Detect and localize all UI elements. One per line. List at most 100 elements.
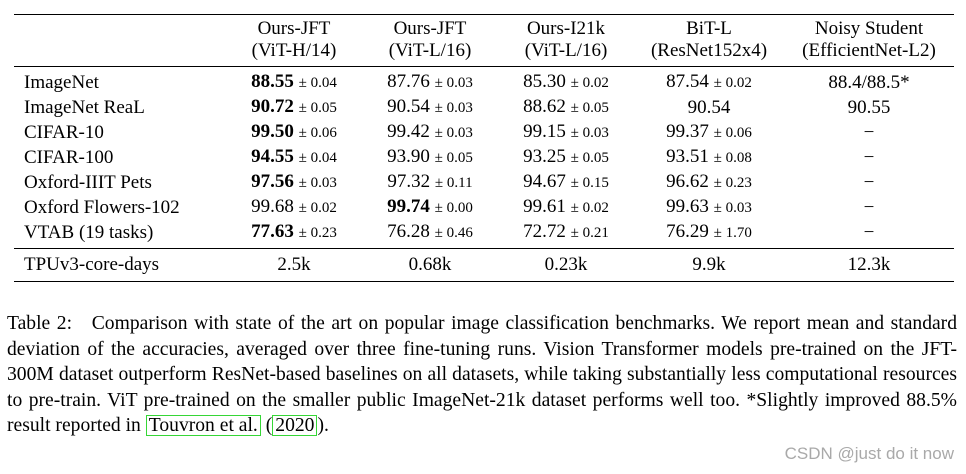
accuracy-mean: 99.61 <box>523 196 566 217</box>
column-header-model: (EfficientNet-L2) <box>802 40 936 61</box>
column-header-model: (ViT-L/16) <box>524 40 608 61</box>
table-cell: 97.56 ± 0.03 <box>226 170 362 195</box>
table-cell: 99.42 ± 0.03 <box>362 120 498 145</box>
dataset-name: VTAB (19 tasks) <box>24 221 154 243</box>
table-cell: − <box>784 120 954 145</box>
column-header-name: Noisy Student <box>814 18 924 39</box>
watermark: CSDN @just do it now <box>784 444 954 463</box>
accuracy-mean: 88.55 <box>251 71 294 92</box>
table-cell: 99.61 ± 0.02 <box>498 195 634 220</box>
accuracy-std: ± 0.06 <box>298 125 337 141</box>
column-header-model: (ResNet152x4) <box>650 40 768 61</box>
table-cell: 93.25 ± 0.05 <box>498 145 634 170</box>
results-table-container: Ours-JFT (ViT-H/14) Ours-JFT (ViT-L/16) Ours… <box>14 14 954 282</box>
table-row: ImageNet ReaL 90.72 ± 0.05 90.54 ± 0.03 88.… <box>14 95 954 120</box>
table-cell: 90.55 <box>784 95 954 120</box>
table-cell: − <box>784 195 954 220</box>
accuracy-std: ± 0.02 <box>713 75 752 91</box>
table-cell: 77.63 ± 0.23 <box>226 220 362 249</box>
accuracy-mean: 85.30 <box>523 71 566 92</box>
column-header-name: Ours-JFT <box>257 18 331 39</box>
accuracy-std: ± 0.03 <box>434 75 473 91</box>
compute-cost-value: 2.5k <box>277 254 311 275</box>
table-caption: Table 2: Comparison with state of the ar… <box>7 313 958 436</box>
compute-cost-value: 0.68k <box>408 254 452 275</box>
citation-link-authors[interactable]: Touvron et al. <box>145 415 261 436</box>
accuracy-std: ± 0.02 <box>570 200 609 216</box>
header-row: Ours-JFT (ViT-H/14) Ours-JFT (ViT-L/16) Ours… <box>14 14 954 67</box>
accuracy-mean: 99.42 <box>387 121 430 142</box>
table-cell: − <box>784 220 954 249</box>
accuracy-mean: 76.28 <box>387 221 430 242</box>
accuracy-mean: 97.56 <box>251 171 294 192</box>
table-cell: 94.67 ± 0.15 <box>498 170 634 195</box>
accuracy-std: ± 0.05 <box>570 100 609 116</box>
table-row: ImageNet 88.55 ± 0.04 87.76 ± 0.03 85.30 ± … <box>14 67 954 96</box>
accuracy-mean: − <box>863 171 875 193</box>
dataset-name: ImageNet <box>24 71 99 93</box>
column-header: Ours-I21k (ViT-L/16) <box>498 15 634 67</box>
table-cell: 99.68 ± 0.02 <box>226 195 362 220</box>
table-cell: 87.76 ± 0.03 <box>362 67 498 96</box>
table-cell: − <box>784 145 954 170</box>
dataset-name: CIFAR-100 <box>24 146 114 168</box>
table-row: CIFAR-100 94.55 ± 0.04 93.90 ± 0.05 93.25 ±… <box>14 145 954 170</box>
table-cell: 99.15 ± 0.03 <box>498 120 634 145</box>
table-cell: 99.63 ± 0.03 <box>634 195 784 220</box>
column-header-model: (ViT-L/16) <box>388 40 472 61</box>
column-header: Ours-JFT (ViT-H/14) <box>226 15 362 67</box>
accuracy-std: ± 0.23 <box>713 175 752 191</box>
accuracy-std: ± 0.02 <box>570 75 609 91</box>
table-row: Oxford-IIIT Pets 97.56 ± 0.03 97.32 ± 0.11… <box>14 170 954 195</box>
accuracy-mean: 99.37 <box>666 121 709 142</box>
accuracy-mean: 90.54 <box>387 96 430 117</box>
accuracy-std: ± 0.46 <box>434 225 473 241</box>
dataset-name: ImageNet ReaL <box>24 96 145 118</box>
accuracy-mean: − <box>863 146 875 168</box>
accuracy-std: ± 0.05 <box>570 150 609 166</box>
accuracy-std: ± 0.04 <box>298 150 337 166</box>
column-header-name: BiT-L <box>686 18 732 39</box>
accuracy-std: ± 0.08 <box>713 150 752 166</box>
column-header-model: (ViT-H/14) <box>251 40 337 61</box>
table-cell: 87.54 ± 0.02 <box>634 67 784 96</box>
accuracy-mean: 94.55 <box>251 146 294 167</box>
table-cell: 88.55 ± 0.04 <box>226 67 362 96</box>
accuracy-std: ± 0.21 <box>570 225 609 241</box>
accuracy-std: ± 1.70 <box>713 225 752 241</box>
table-cell: 93.51 ± 0.08 <box>634 145 784 170</box>
accuracy-mean: 88.4/88.5* <box>828 71 910 93</box>
accuracy-mean: 72.72 <box>523 221 566 242</box>
accuracy-mean: 93.25 <box>523 146 566 167</box>
table-cell: 99.50 ± 0.06 <box>226 120 362 145</box>
column-header-name: Ours-JFT <box>393 18 467 39</box>
table-header: Ours-JFT (ViT-H/14) Ours-JFT (ViT-L/16) Ours… <box>14 14 954 67</box>
column-header: Noisy Student (EfficientNet-L2) <box>784 15 954 67</box>
column-header: BiT-L (ResNet152x4) <box>634 15 784 67</box>
accuracy-std: ± 0.03 <box>570 125 609 141</box>
table-row: CIFAR-10 99.50 ± 0.06 99.42 ± 0.03 99.15 ± … <box>14 120 954 145</box>
citation-link-year[interactable]: 2020 <box>272 415 318 436</box>
accuracy-mean: − <box>863 221 875 243</box>
accuracy-std: ± 0.06 <box>713 125 752 141</box>
caption-end: . <box>324 415 329 436</box>
accuracy-mean: 99.74 <box>387 196 430 217</box>
footer-row: TPUv3-core-days 2.5k 0.68k 0.23k 9.9k 12.3k <box>14 248 954 282</box>
accuracy-mean: 99.15 <box>523 121 566 142</box>
caption-label: Table 2: <box>7 313 73 334</box>
accuracy-mean: − <box>863 196 875 218</box>
accuracy-std: ± 0.05 <box>434 150 473 166</box>
accuracy-mean: 76.29 <box>666 221 709 242</box>
footer-label: TPUv3-core-days <box>24 254 160 275</box>
accuracy-std: ± 0.11 <box>434 175 473 191</box>
table-cell: 96.62 ± 0.23 <box>634 170 784 195</box>
accuracy-std: ± 0.03 <box>434 100 473 116</box>
column-header-name: Ours-I21k <box>526 18 606 39</box>
table-cell: 72.72 ± 0.21 <box>498 220 634 249</box>
compute-cost-value: 9.9k <box>692 254 726 275</box>
column-header: Ours-JFT (ViT-L/16) <box>362 15 498 67</box>
accuracy-mean: 93.90 <box>387 146 430 167</box>
accuracy-mean: 93.51 <box>666 146 709 167</box>
accuracy-mean: 77.63 <box>251 221 294 242</box>
table-cell: 94.55 ± 0.04 <box>226 145 362 170</box>
